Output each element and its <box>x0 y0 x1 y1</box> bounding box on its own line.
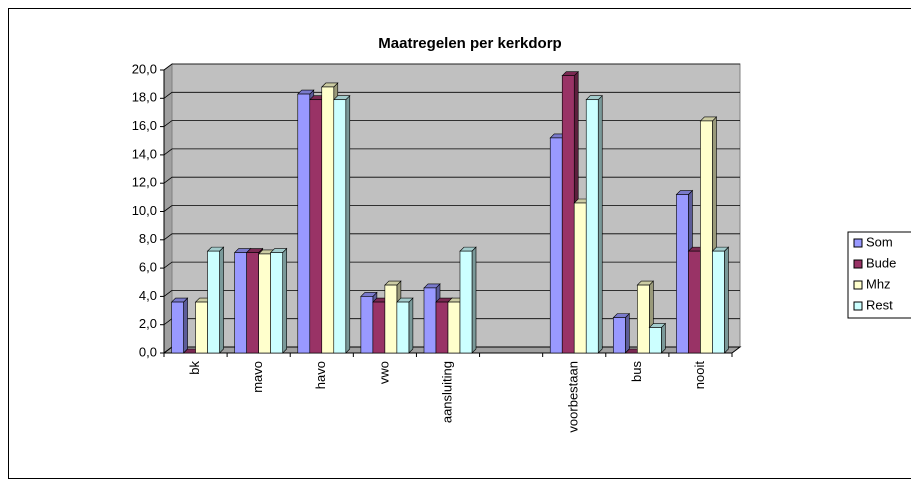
legend-swatch <box>853 259 863 269</box>
bar-front <box>297 93 311 354</box>
bar <box>648 322 667 354</box>
bar <box>459 246 477 354</box>
x-tick-label: bus <box>629 361 644 382</box>
bar-front <box>195 301 208 354</box>
bar-side <box>345 94 351 354</box>
bar-front <box>372 301 386 354</box>
x-tick-label: vwo <box>376 361 391 384</box>
bar-front <box>309 99 323 354</box>
legend-label: Rest <box>866 297 893 312</box>
bar-front <box>712 250 725 354</box>
bar-front <box>700 120 713 354</box>
bar-front <box>573 202 587 354</box>
y-tick-label: 16,0 <box>132 118 157 133</box>
bar-front <box>459 250 473 354</box>
bar-front <box>447 301 461 354</box>
bar <box>206 246 225 354</box>
x-tick-label: nooit <box>692 361 707 390</box>
y-tick-label: 12,0 <box>132 175 157 190</box>
bar-front <box>234 252 247 354</box>
y-tick-label: 8,0 <box>139 231 157 246</box>
bar-front <box>333 99 347 354</box>
legend-swatch <box>853 301 863 311</box>
bar <box>585 94 603 354</box>
bar-front <box>384 284 398 354</box>
bar-side <box>724 246 729 354</box>
chart-title: Maatregelen per kerkdorp <box>378 35 561 52</box>
x-tick-label: voorbestaan <box>566 361 581 433</box>
x-tick-label: aansluiting <box>439 361 454 423</box>
bar <box>396 297 414 354</box>
legend-label: Som <box>866 234 893 249</box>
x-tick-label: mavo <box>250 361 265 393</box>
bar-front <box>637 284 650 354</box>
bar-side <box>282 247 287 354</box>
bar-front <box>207 250 220 354</box>
bar-front <box>423 287 437 354</box>
bar-side <box>183 297 188 354</box>
bar-side <box>661 322 666 354</box>
bar <box>269 247 288 354</box>
grid-line <box>163 120 740 127</box>
y-tick-label: 4,0 <box>139 288 157 303</box>
legend-label: Mhz <box>866 276 891 291</box>
bar-front <box>246 252 259 354</box>
bar-front <box>613 317 626 354</box>
bar-front <box>321 86 335 354</box>
bar <box>333 94 351 354</box>
bar-front <box>270 252 283 354</box>
legend-label: Bude <box>866 255 896 270</box>
y-tick-label: 6,0 <box>139 260 157 275</box>
bar-front <box>561 75 575 354</box>
y-tick-label: 20,0 <box>132 61 157 76</box>
y-tick-label: 2,0 <box>139 316 157 331</box>
x-tick-label: havo <box>313 361 328 389</box>
grid-line <box>163 63 740 71</box>
bar-front <box>435 301 449 354</box>
bar-front <box>688 250 701 354</box>
bar-side <box>597 94 603 354</box>
y-tick-label: 18,0 <box>132 90 157 105</box>
grid-line <box>163 91 740 99</box>
bar <box>711 246 730 354</box>
legend-swatch <box>853 280 863 290</box>
bar-side <box>408 297 414 354</box>
y-tick-label: 10,0 <box>132 203 157 218</box>
bar <box>612 312 631 354</box>
y-tick-label: 0,0 <box>139 344 157 359</box>
bar-front <box>676 194 689 354</box>
bar-front <box>649 327 662 354</box>
bar <box>170 297 189 354</box>
bar-front <box>258 253 271 354</box>
bar-front <box>549 137 563 354</box>
y-tick-label: 14,0 <box>132 146 157 161</box>
bar-front <box>585 99 599 354</box>
bar-side <box>219 246 224 354</box>
x-tick-label: bk <box>187 361 202 375</box>
bar-side <box>625 312 630 354</box>
bar-front <box>171 301 184 354</box>
bar-front <box>360 296 374 354</box>
bar-front <box>396 301 410 354</box>
bar-side <box>471 246 477 354</box>
legend-swatch <box>853 238 863 248</box>
